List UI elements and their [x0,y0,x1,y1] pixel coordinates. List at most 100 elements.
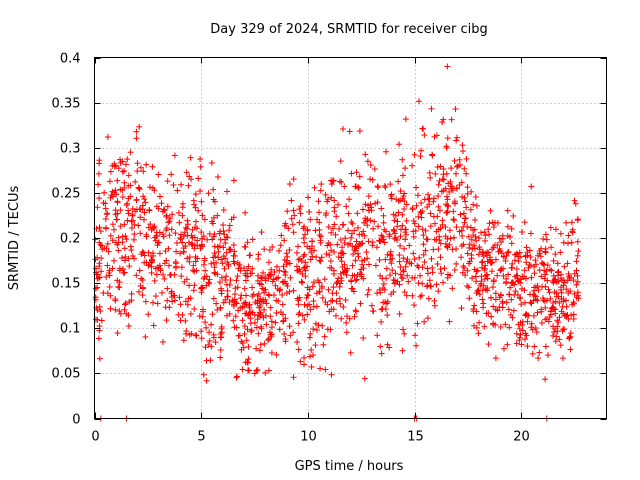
data-point [558,286,565,293]
data-point [181,229,188,236]
data-point [215,248,222,255]
data-point [102,215,109,222]
data-point [318,181,325,188]
data-point [282,338,289,345]
data-point [179,239,186,246]
data-point [119,194,126,201]
data-point [217,236,224,243]
data-point [257,303,264,310]
data-point [528,320,535,327]
data-point [233,374,240,381]
data-point [322,212,329,219]
data-point [211,243,218,250]
data-point [533,329,540,336]
data-point [312,342,319,349]
data-point [161,275,168,282]
data-point [537,253,544,260]
data-point [403,292,410,299]
data-point [119,265,126,272]
data-point [148,269,155,276]
data-point [439,217,446,224]
data-point [521,273,528,280]
data-point [192,253,199,260]
data-point [530,291,537,298]
data-point [316,279,323,286]
data-point [307,216,314,223]
data-point [136,123,143,130]
data-point [230,317,237,324]
data-point [140,168,147,175]
data-point [262,277,269,284]
data-point [265,367,272,374]
data-point [327,298,334,305]
x-tick-label: 15 [407,430,424,445]
data-point [245,343,252,350]
data-point [95,274,102,281]
data-point [424,265,431,272]
data-point [268,318,275,325]
data-point [496,294,503,301]
data-point [443,201,450,208]
y-tick-label: 0.35 [52,97,81,112]
data-point [461,264,468,271]
data-point [470,308,477,315]
data-point [353,238,360,245]
data-point [378,318,385,325]
data-point [553,333,560,340]
data-point [154,233,161,240]
data-point [492,290,499,297]
data-point [111,163,118,170]
data-point [524,343,531,350]
data-point [439,176,446,183]
data-point [141,196,148,203]
data-point [267,304,274,311]
data-point [211,269,218,276]
data-point [193,332,200,339]
data-point [466,241,473,248]
data-point [123,236,130,243]
data-point [351,313,358,320]
data-point [190,262,197,269]
data-point [451,157,458,164]
data-point [333,298,340,305]
data-point [415,98,422,105]
data-point [124,156,131,163]
data-point [295,346,302,353]
data-point [301,251,308,258]
data-point [306,334,313,341]
data-point [386,344,393,351]
data-point [521,267,528,274]
x-axis-label: GPS time / hours [295,459,404,474]
data-point [184,225,191,232]
data-point [508,296,515,303]
data-point [531,287,538,294]
data-point [179,212,186,219]
data-point [163,257,170,264]
data-point [129,252,136,259]
data-point [307,353,314,360]
data-point [435,181,442,188]
data-point [337,158,344,165]
data-point [230,242,237,249]
data-point [351,227,358,234]
data-point [463,170,470,177]
data-point [459,142,466,149]
data-point [273,309,280,316]
data-point [161,260,168,267]
data-point [114,198,121,205]
data-point [364,291,371,298]
data-point [557,249,564,256]
data-point [395,198,402,205]
data-point [565,240,572,247]
data-point [531,343,538,350]
data-point [296,310,303,317]
data-point [210,233,217,240]
data-point [535,355,542,362]
data-point [337,280,344,287]
data-point [172,264,179,271]
data-point [190,197,197,204]
data-point [472,233,479,240]
data-point [375,223,382,230]
data-point [464,282,471,289]
data-point [295,311,302,318]
